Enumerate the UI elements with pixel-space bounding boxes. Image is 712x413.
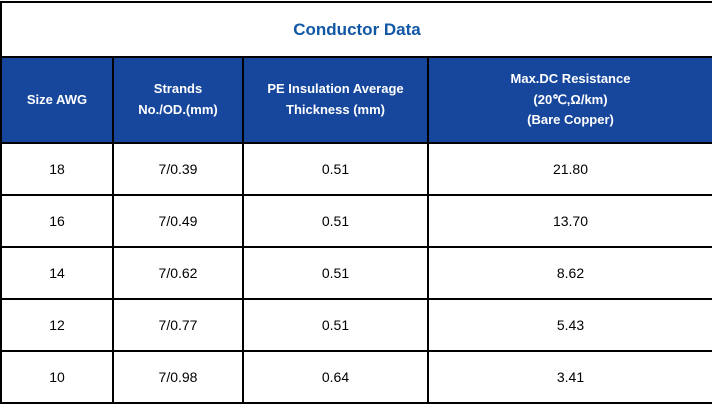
conductor-data-table: Conductor Data Size AWG Strands No./OD.(… xyxy=(0,1,712,404)
table-row: 16 7/0.49 0.51 13.70 xyxy=(0,194,712,248)
table-body: 18 7/0.39 0.51 21.80 16 7/0.49 0.51 13.70 14 7/0.… xyxy=(0,142,712,404)
table-title-row: Conductor Data xyxy=(0,1,712,58)
table-cell: 7/0.77 xyxy=(112,298,244,352)
table-row: 14 7/0.62 0.51 8.62 xyxy=(0,246,712,300)
col-header-size-awg: Size AWG xyxy=(0,56,114,144)
table-cell: 10 xyxy=(0,350,114,404)
table-cell: 21.80 xyxy=(427,142,712,196)
table-cell: 3.41 xyxy=(427,350,712,404)
table-cell: 13.70 xyxy=(427,194,712,248)
table-title: Conductor Data xyxy=(0,1,712,58)
table-cell: 7/0.49 xyxy=(112,194,244,248)
table-cell: 7/0.39 xyxy=(112,142,244,196)
table-cell: 8.62 xyxy=(427,246,712,300)
table-row: 12 7/0.77 0.51 5.43 xyxy=(0,298,712,352)
col-header-pe-insulation-thickness: PE Insulation Average Thickness (mm) xyxy=(242,56,429,144)
table-cell: 7/0.98 xyxy=(112,350,244,404)
table-cell: 14 xyxy=(0,246,114,300)
table-cell: 0.64 xyxy=(242,350,429,404)
table-cell: 12 xyxy=(0,298,114,352)
table-cell: 16 xyxy=(0,194,114,248)
table-cell: 0.51 xyxy=(242,194,429,248)
table-row: 18 7/0.39 0.51 21.80 xyxy=(0,142,712,196)
table-cell: 7/0.62 xyxy=(112,246,244,300)
table-cell: 0.51 xyxy=(242,246,429,300)
table-row: 10 7/0.98 0.64 3.41 xyxy=(0,350,712,404)
table-cell: 0.51 xyxy=(242,298,429,352)
table-cell: 18 xyxy=(0,142,114,196)
col-header-max-dc-resistance: Max.DC Resistance (20℃,Ω/km) (Bare Coppe… xyxy=(427,56,712,144)
table-header-row: Size AWG Strands No./OD.(mm) PE Insulati… xyxy=(0,56,712,144)
table-cell: 0.51 xyxy=(242,142,429,196)
table-cell: 5.43 xyxy=(427,298,712,352)
col-header-strands-od: Strands No./OD.(mm) xyxy=(112,56,244,144)
